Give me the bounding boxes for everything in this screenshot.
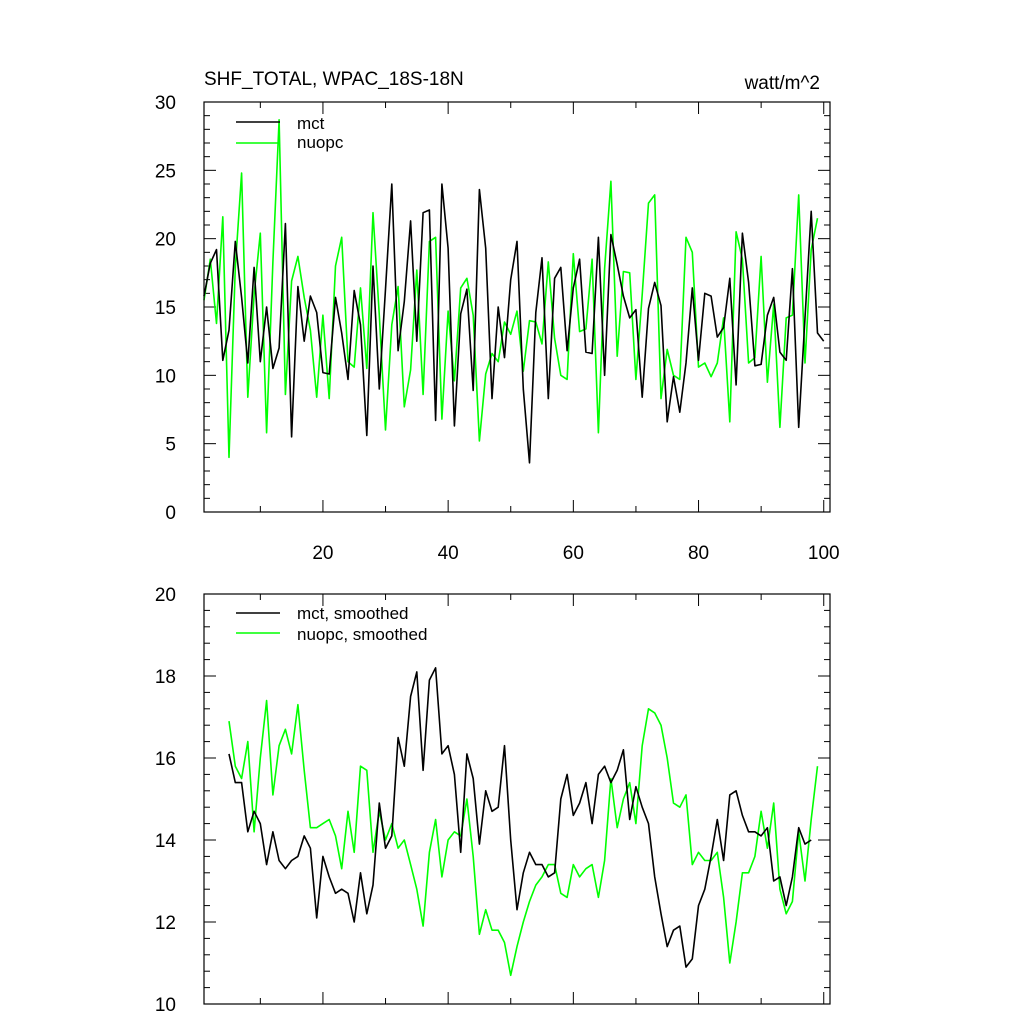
- bottom-series-line-mct-smoothed: [228, 666, 812, 968]
- bottom-y-tick-label: 18: [155, 667, 176, 688]
- top-x-tick-label: 20: [312, 543, 333, 564]
- bottom-y-tick-label: 20: [155, 585, 176, 606]
- top-x-tick-labels: 20 40 60 80 100: [312, 543, 839, 564]
- bottom-y-tick-label: 12: [155, 913, 176, 934]
- bottom-ticks: [204, 593, 830, 1005]
- top-y-tick-label: 20: [155, 230, 176, 251]
- bottom-plot-frame: [203, 593, 831, 1005]
- top-y-tick-label: 25: [155, 161, 176, 182]
- top-y-tick-labels: 0 5 10 15 20 25 30: [155, 93, 176, 524]
- top-plot-frame: [203, 101, 831, 513]
- top-legend-label-nuopc: nuopc: [297, 133, 344, 152]
- top-legend-label-mct: mct: [297, 114, 325, 133]
- top-series-line-mct: [203, 183, 825, 464]
- top-series: [203, 119, 825, 464]
- bottom-y-tick-label: 16: [155, 749, 176, 770]
- top-y-tick-label: 15: [155, 298, 176, 319]
- bottom-legend-label-mct: mct, smoothed: [297, 604, 409, 623]
- top-series-line-nuopc: [203, 119, 819, 459]
- top-y-tick-label: 5: [165, 435, 176, 456]
- bottom-y-tick-label: 10: [155, 995, 176, 1016]
- top-chart-units: watt/m^2: [744, 73, 820, 94]
- top-y-tick-label: 30: [155, 93, 176, 114]
- bottom-panel: 10 12 14 16 18 20 mct, smoothed nuopc, smooth…: [155, 585, 831, 1016]
- top-x-tick-label: 60: [563, 543, 584, 564]
- bottom-series-line-nuopc-smoothed: [228, 699, 819, 977]
- bottom-series: [228, 666, 819, 977]
- top-legend: mct nuopc: [236, 114, 344, 152]
- top-chart-title: SHF_TOTAL, WPAC_18S-18N: [204, 69, 464, 90]
- top-x-tick-label: 80: [688, 543, 709, 564]
- top-panel: SHF_TOTAL, WPAC_18S-18N watt/m^2 0 5 10 15 2…: [155, 69, 840, 564]
- top-y-tick-label: 0: [165, 503, 176, 524]
- top-x-tick-label: 40: [438, 543, 459, 564]
- top-ticks: [204, 101, 830, 513]
- top-y-tick-label: 10: [155, 366, 176, 387]
- bottom-legend: mct, smoothed nuopc, smoothed: [236, 604, 427, 644]
- bottom-y-tick-labels: 10 12 14 16 18 20: [155, 585, 177, 1016]
- bottom-y-tick-label: 14: [155, 831, 177, 852]
- bottom-legend-label-nuopc: nuopc, smoothed: [297, 625, 427, 644]
- top-x-tick-label: 100: [808, 543, 840, 564]
